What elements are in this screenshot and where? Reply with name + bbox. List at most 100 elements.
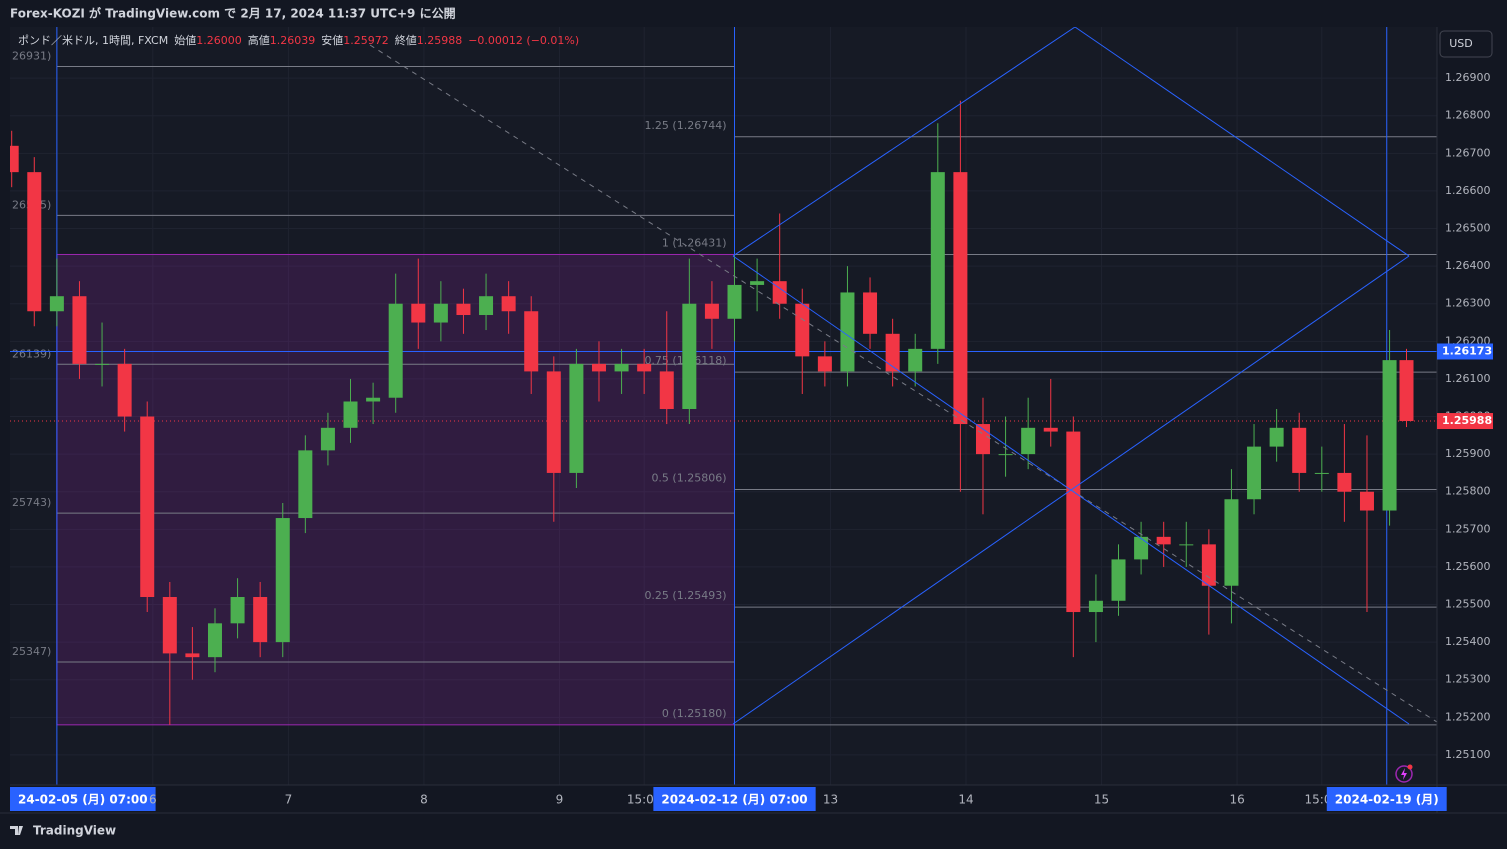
currency[interactable]: USD [1449, 37, 1473, 50]
y-tick-label: 1.26600 [1445, 184, 1491, 197]
candle-body [998, 454, 1013, 456]
logo-mark [10, 826, 23, 835]
y-tick-label: 1.26800 [1445, 109, 1491, 122]
y-tick-label: 1.26700 [1445, 146, 1491, 159]
candle-body [275, 518, 290, 643]
legend-value: 1.26039 [270, 34, 316, 47]
candle-body [10, 145, 19, 173]
y-tick-label: 1.25200 [1445, 710, 1491, 723]
legend-change: −0.00012 (−0.01%) [468, 34, 579, 47]
candle-body [885, 333, 900, 372]
candle-body [140, 416, 155, 598]
y-tick-label: 1.25600 [1445, 560, 1491, 573]
y-tick-label: 1.25300 [1445, 673, 1491, 686]
candle-body [479, 296, 494, 316]
candle-body [591, 363, 606, 372]
alert-icon[interactable] [1395, 764, 1413, 783]
candle-body [1201, 544, 1216, 586]
header: Forex-KOZI が TradingView.com で 2月 17, 20… [10, 6, 456, 21]
candle-body [1088, 600, 1103, 613]
x-tick-label: 13 [823, 793, 838, 807]
y-tick-label: 1.26100 [1445, 372, 1491, 385]
x-tick-label: 2024-02-19 (月) [1335, 793, 1439, 807]
candle-body [817, 356, 832, 372]
candle-body [162, 597, 177, 654]
candle-body [772, 281, 787, 304]
x-tick-label: 8 [420, 793, 428, 807]
candle-body [524, 311, 539, 372]
candle-body [1314, 472, 1329, 474]
alert-dot [1407, 764, 1413, 770]
drawings [369, 27, 1437, 725]
candle-body [1111, 559, 1126, 601]
candle-body [117, 363, 132, 417]
candle-body [569, 363, 584, 473]
x-tick-highlight [653, 787, 816, 811]
candle-body [1292, 427, 1307, 473]
candle-body [411, 303, 426, 323]
candle-body [1399, 360, 1414, 422]
x-tick-label: 2024-02-12 (月) 07:00 [661, 793, 807, 807]
y-tick-label: 1.26900 [1445, 71, 1491, 84]
fib-label: 25347) [12, 645, 51, 658]
candle-body [727, 284, 742, 319]
candle-body [1066, 431, 1081, 613]
currency-button[interactable] [1439, 30, 1493, 58]
candle-body [953, 172, 968, 425]
x-tick-label: 15:00 [627, 793, 662, 807]
candle-body [863, 292, 878, 334]
candle-body [1021, 427, 1036, 455]
y-tick-label: 1.25900 [1445, 447, 1491, 460]
legend-label: 高値 [248, 33, 270, 47]
candle-body [1134, 536, 1149, 560]
candle-body [501, 296, 516, 312]
candle-body [614, 363, 629, 372]
candle-body [1156, 536, 1171, 545]
alert-bolt [1401, 768, 1407, 780]
x-tick-label: 24-02-05 (月) 07:00 [18, 793, 148, 807]
candle-body [343, 401, 358, 428]
candle-body [682, 303, 697, 410]
candle-body [207, 623, 222, 658]
x-tick-label: 7 [285, 793, 293, 807]
candle-body [1224, 499, 1239, 586]
candle-body [930, 172, 945, 349]
candle-body [72, 296, 87, 364]
footer-brand: TradingView [33, 824, 116, 838]
y-tick-label: 1.25500 [1445, 598, 1491, 611]
legend-label: 始値 [174, 33, 196, 47]
fib-label: 25743) [12, 496, 51, 509]
candle-body [840, 292, 855, 372]
trend-line [369, 44, 1437, 723]
candle-body [1269, 427, 1284, 447]
candle-body [908, 348, 923, 372]
channel-line [732, 27, 1410, 257]
legend-label: 安値 [321, 33, 343, 47]
symbol: ポンド／米ドル, 1時間, FXCM [18, 34, 168, 47]
candle-body [49, 296, 64, 312]
legend: ポンド／米ドル, 1時間, FXCM 始値1.26000 高値1.26039 安値1.… [18, 33, 579, 47]
candle-body [704, 303, 719, 319]
price-marker [1437, 413, 1493, 430]
candle-body [659, 371, 674, 410]
logo: TradingView [10, 824, 116, 838]
candle-body [1337, 472, 1352, 492]
candle-body [1179, 544, 1194, 546]
price-marker-label: 1.25988 [1442, 414, 1492, 427]
fib-label: 0.5 (1.25806) [651, 471, 726, 484]
legend-value: 1.25972 [343, 34, 389, 47]
x-tick-label: 16 [1229, 793, 1244, 807]
alert-ring [1395, 765, 1413, 783]
legend-value: 1.26000 [196, 34, 242, 47]
y-tick-label: 1.25100 [1445, 748, 1491, 761]
x-tick-highlight [1326, 787, 1447, 811]
y-tick-label: 1.26500 [1445, 222, 1491, 235]
candle-body [433, 303, 448, 323]
candle-body [1043, 427, 1058, 432]
fib-label: 0.25 (1.25493) [644, 589, 726, 602]
x-tick-label: 9 [556, 793, 564, 807]
y-tick-label: 1.25400 [1445, 635, 1491, 648]
fib-label: 1 (1.26431) [662, 236, 727, 249]
